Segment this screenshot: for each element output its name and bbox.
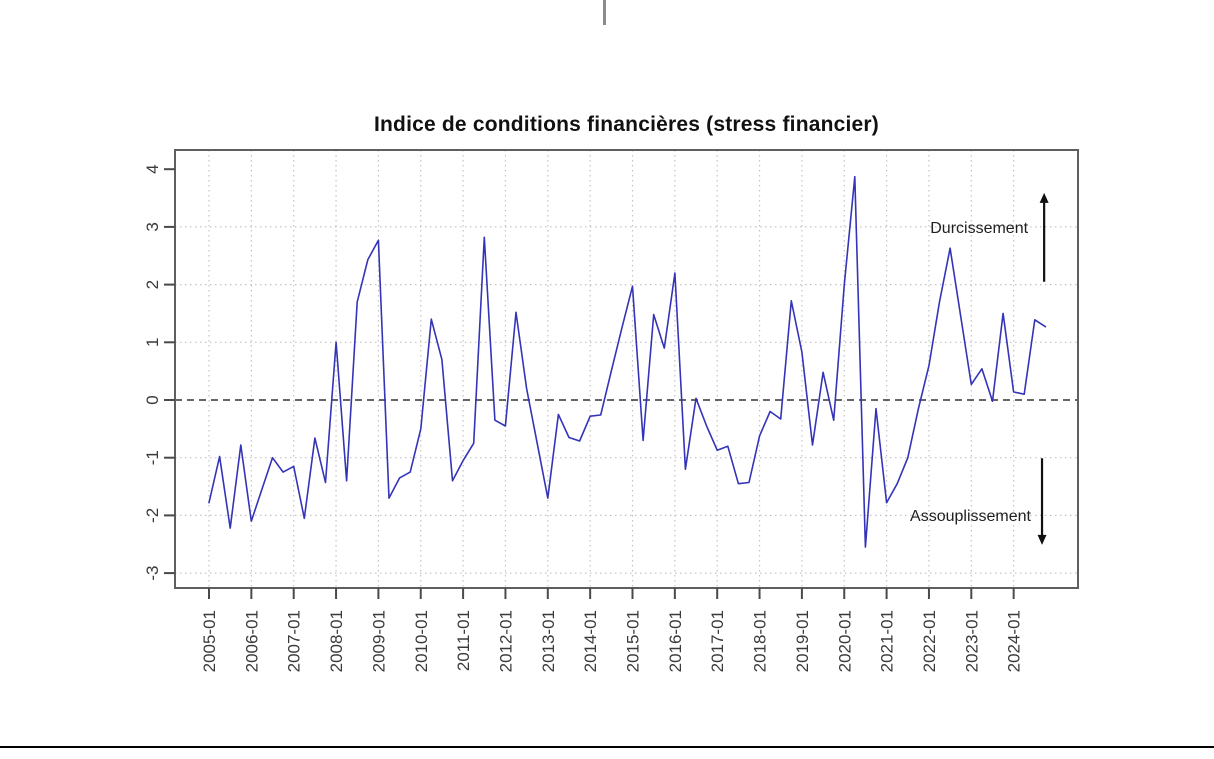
plot-frame <box>174 149 1079 589</box>
x-tick-label: 2021-01 <box>878 610 897 672</box>
y-tick-label: -1 <box>143 450 162 465</box>
x-tick-label: 2012-01 <box>496 610 515 672</box>
x-tick-label: 2010-01 <box>412 610 431 672</box>
x-tick-label: 2018-01 <box>751 610 770 672</box>
x-tick-label: 2007-01 <box>285 610 304 672</box>
y-tick-label: -3 <box>143 566 162 581</box>
x-tick-label: 2023-01 <box>962 610 981 672</box>
series-line <box>208 175 1047 548</box>
x-tick-label: 2016-01 <box>666 610 685 672</box>
x-tick-label: 2013-01 <box>539 610 558 672</box>
x-tick-label: 2022-01 <box>920 610 939 672</box>
y-tick-label: 3 <box>143 222 162 231</box>
x-tick-label: 2006-01 <box>242 610 261 672</box>
x-tick-label: 2011-01 <box>454 610 473 671</box>
y-tick-label: -2 <box>143 508 162 523</box>
top-center-mark <box>603 0 606 25</box>
x-tick-label: 2008-01 <box>327 610 346 672</box>
annotation-assouplissement: Assouplissement <box>910 508 1032 525</box>
x-tick-label: 2020-01 <box>835 610 854 672</box>
annotation-durcissement: Durcissement <box>930 220 1028 237</box>
y-tick-label: 2 <box>143 280 162 289</box>
x-tick-label: 2014-01 <box>581 610 600 672</box>
x-tick-label: 2019-01 <box>793 610 812 672</box>
chart-title: Indice de conditions financières (stress… <box>373 113 879 136</box>
y-tick-label: 4 <box>143 164 162 173</box>
y-tick-label: 1 <box>143 338 162 347</box>
x-tick-label: 2009-01 <box>369 610 388 672</box>
x-tick-label: 2024-01 <box>1005 610 1024 672</box>
arrow-down-head-icon <box>1037 534 1047 545</box>
x-tick-label: 2005-01 <box>200 610 219 672</box>
x-tick-label: 2015-01 <box>624 610 643 672</box>
y-tick-label: 0 <box>143 395 162 404</box>
arrow-up-head-icon <box>1039 192 1049 203</box>
bottom-rule <box>0 746 1214 748</box>
x-tick-label: 2017-01 <box>708 610 727 672</box>
